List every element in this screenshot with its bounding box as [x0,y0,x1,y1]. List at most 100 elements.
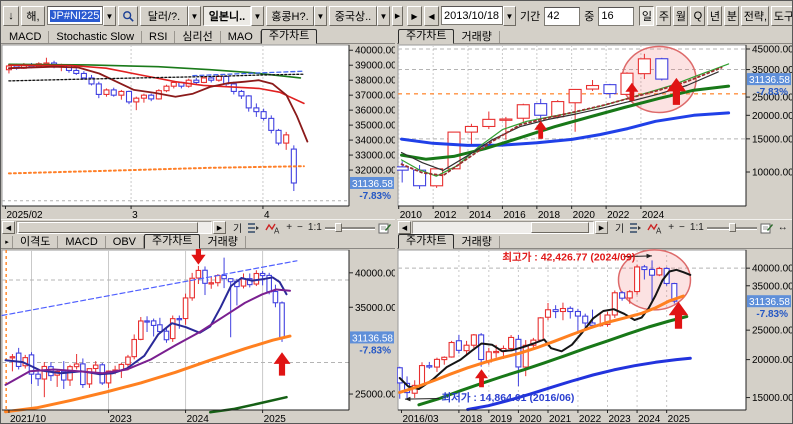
date-combo: 2013/10/18 ▼ [441,6,516,26]
timeframe-quarter-button[interactable]: Q [690,6,706,26]
watch-china-dropdown[interactable]: ▼ [377,6,390,26]
timeframe-day-button[interactable]: 일 [639,6,655,26]
actual-size-button[interactable]: 1:1 [689,222,704,233]
svg-text:38000.00: 38000.00 [355,76,395,87]
scroll-right-button[interactable]: ▶ [595,221,608,234]
tab-주가차트[interactable]: 주가차트 [260,29,318,44]
edit-chart-button[interactable] [758,221,775,234]
symbol-dropdown-button[interactable]: ▼ [103,6,116,26]
watch-hongkong-combo: 홍콩H?. ▼ [266,6,327,26]
auto-scale-button[interactable]: A [263,221,283,234]
svg-text:31136.58: 31136.58 [749,75,790,86]
scroll-left-button[interactable]: ◀ [2,221,15,234]
watch-button-hongkong[interactable]: 홍콩H?. [266,6,314,26]
bottom-right-price-chart[interactable]: 최고가 : 42,426.77 (2024/09) 최저가 : 14,864.01… [397,249,792,424]
bar-settings-button[interactable] [627,221,644,234]
top-left-tabbar: MACD Stochastic Slow RSI 심리선 MAO 주가차트 [1,29,395,44]
tab-Stochastic Slow[interactable]: Stochastic Slow [49,31,143,43]
tab-이격도[interactable]: 이격도 [13,236,59,248]
timeframe-year-button[interactable]: 년 [707,6,723,26]
svg-text:2025: 2025 [668,414,691,424]
bar-settings-button[interactable] [245,221,262,234]
bottom-left-price-chart[interactable]: 40000.00 35000.00 25000.00 2021/10 2023 2024 2… [1,249,395,424]
svg-text:25000.00: 25000.00 [752,326,792,337]
tab-MAO[interactable]: MAO [221,31,261,43]
tab-scroll-button[interactable]: ▸ [2,236,13,248]
tab-MACD[interactable]: MACD [2,31,50,43]
tab-주가차트[interactable]: 주가차트 [398,29,455,44]
watch-button-japan[interactable]: 일본니.. [203,6,251,26]
watch-scroll-button[interactable]: ▶ [392,6,403,26]
watch-button-china[interactable]: 중국상.. [329,6,377,26]
period-zoom-button[interactable]: 기 [233,224,243,235]
bottom-left-tabbar: ▸ 이격도 MACD OBV 주가차트 거래량 [1,234,395,249]
chart-scrollbar[interactable] [16,221,212,234]
svg-text:최고가 : 42,426.77 (2024/09): 최고가 : 42,426.77 (2024/09) [502,250,635,263]
auto-scale-icon: A [265,223,280,234]
tab-주가차트[interactable]: 주가차트 [398,234,455,249]
timeframe-week-button[interactable]: 주 [656,6,672,26]
tab-거래량[interactable]: 거래량 [454,31,500,43]
zoom-in-button[interactable]: + [286,222,293,233]
tab-거래량[interactable]: 거래량 [454,236,500,248]
chart-scrollbar[interactable] [412,221,594,234]
tab-거래량[interactable]: 거래량 [200,236,246,248]
zoom-slider[interactable] [706,221,757,234]
svg-text:-7.83%: -7.83% [359,191,391,202]
watch-japan-dropdown[interactable]: ▼ [251,6,264,26]
chevron-down-icon: ▼ [190,11,199,21]
auto-scale-button[interactable]: A [645,221,665,234]
tab-RSI[interactable]: RSI [142,31,176,43]
period-zoom-button[interactable]: 기 [615,224,625,235]
timeframe-month-button[interactable]: 월 [673,6,689,26]
strategy-menu-button[interactable]: 전략, [741,6,770,26]
watch-button-dollar[interactable]: 달러/?. [140,6,188,26]
dock-down-button[interactable]: ↓ [3,6,19,26]
svg-text:3: 3 [132,210,138,219]
symbol-search-button[interactable] [118,6,138,26]
timeframe-minute-button[interactable]: 분 [724,6,740,26]
svg-text:10000.00: 10000.00 [752,168,792,179]
svg-text:2016/03: 2016/03 [402,414,439,424]
slider-knob[interactable] [728,223,736,232]
zoom-in-button[interactable]: + [668,222,675,233]
tab-MACD[interactable]: MACD [58,236,106,248]
date-dropdown-button[interactable]: ▼ [503,6,516,26]
chevron-down-icon: ▼ [253,11,262,21]
top-right-price-chart[interactable]: 45000.00 35000.00 25000.00 20000.00 15000.00… [397,44,792,219]
scroll-right-button[interactable]: ▶ [213,221,226,234]
panel-bottom-left: ▸ 이격도 MACD OBV 주가차트 거래량 40000.00 35000.00 25000… [1,234,395,424]
tab-OBV[interactable]: OBV [106,236,144,248]
period-label: 기간 [520,11,541,23]
svg-text:40000.00: 40000.00 [752,264,792,275]
period-input[interactable] [544,6,581,26]
svg-text:2016: 2016 [503,210,526,219]
watch-dollar-dropdown[interactable]: ▼ [188,6,201,26]
scrollbar-thumb[interactable] [18,222,198,233]
svg-text:2025: 2025 [264,414,287,424]
tab-심리선[interactable]: 심리선 [175,31,221,43]
actual-size-button[interactable]: 1:1 [307,222,322,233]
prev-bar-button[interactable]: ◀ [424,6,439,26]
zoom-out-button[interactable]: − [679,222,685,233]
count-label: 중 [584,11,595,23]
tab-주가차트[interactable]: 주가차트 [144,234,201,249]
date-input[interactable]: 2013/10/18 [441,6,503,25]
count-input[interactable] [598,6,635,26]
tools-menu-button[interactable]: 도구, [771,6,792,26]
play-icon: ▶ [394,13,401,20]
next-bar-button[interactable]: ▶ [407,6,422,26]
zoom-slider[interactable] [324,221,375,234]
overseas-menu-button[interactable]: 해, [21,6,45,26]
scroll-left-button[interactable]: ◀ [398,221,411,234]
expand-horizontal-button[interactable]: ↔ [777,222,788,233]
slider-rail [324,227,375,230]
slider-knob[interactable] [334,223,342,232]
svg-text:45000.00: 45000.00 [752,44,792,55]
scrollbar-thumb[interactable] [531,222,589,233]
zoom-out-button[interactable]: − [297,222,303,233]
watch-hongkong-dropdown[interactable]: ▼ [314,6,327,26]
edit-chart-button[interactable] [376,221,393,234]
top-left-price-chart[interactable]: 40000.00 39000.00 38000.00 37000.00 36000.00… [1,44,395,219]
symbol-input[interactable]: JP#NI225 [47,6,103,25]
